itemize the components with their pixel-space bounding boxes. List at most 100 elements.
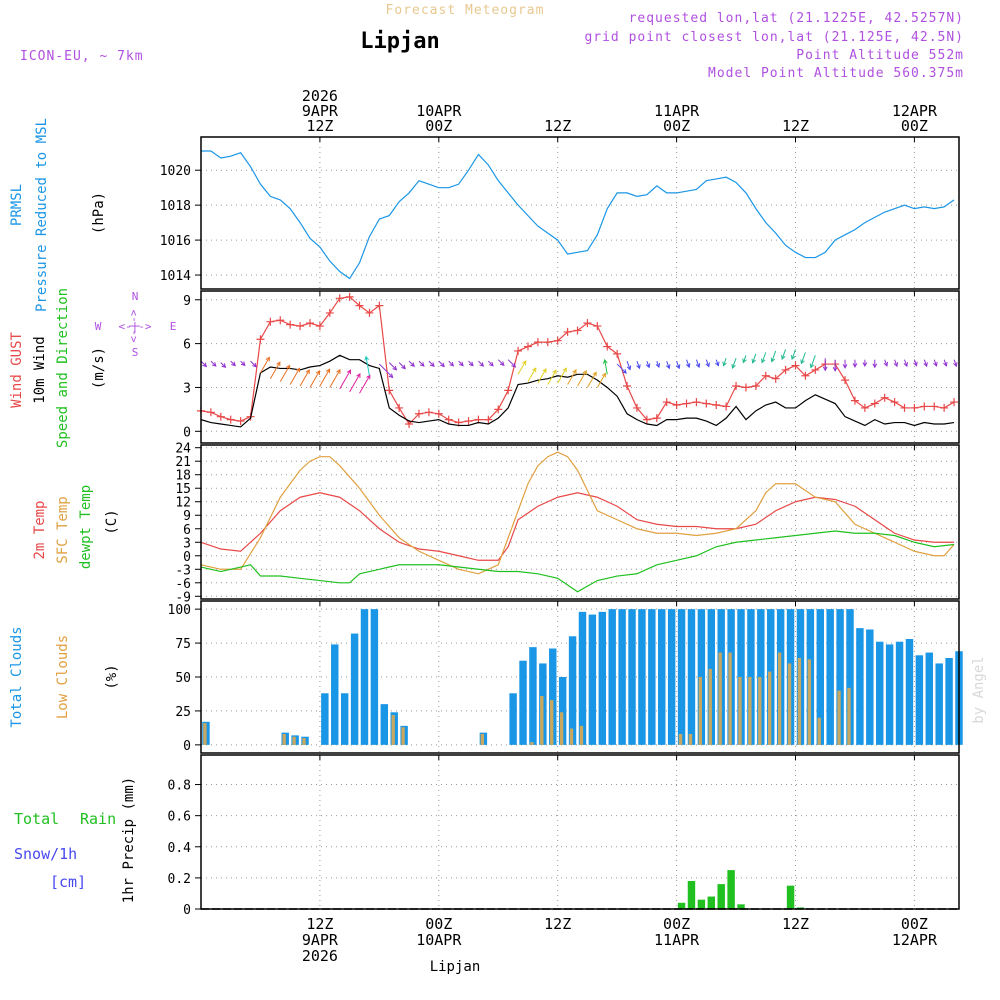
gust-marker [841,376,850,385]
series-line-wind-gust [200,296,955,425]
wind-arrow [527,367,537,382]
wind-arrow [388,362,398,371]
temp-2m-label: 2m Temp [32,500,48,559]
top-time-label: 12APR [892,102,938,120]
wind-arrow [770,350,777,363]
plot-layer: 10141016101810200369-9-6-303691215182124… [160,87,963,965]
total-cloud-bar [608,609,616,745]
wind-arrow [742,355,747,364]
gust-marker [583,319,592,328]
low-cloud-bar [748,677,752,745]
series-line-sfc-temp [200,451,955,575]
wind-arrow [616,363,627,374]
series-line-dewpt-temp [200,530,955,593]
wind-arrow [339,369,352,390]
wind-arrow [596,372,606,388]
total-cloud-bar [935,663,943,745]
top-time-label: 10APR [416,102,462,120]
gust-marker [593,322,602,331]
gust-marker [286,320,295,329]
bottom-time-label: 00Z [663,915,690,933]
wind-arrow [279,364,291,382]
total-cloud-bar [648,609,656,745]
wind-arrow [364,355,370,376]
wind-arrow [557,367,567,384]
wind-arrow [200,360,208,368]
gust-marker [355,301,364,310]
low-cloud-bar [777,652,782,745]
gust-marker [345,292,354,301]
y-tick-label: 0.2 [168,872,191,887]
cloud-labels: Total Clouds Low Clouds (%) [9,626,120,727]
top-time-label: 12Z [782,117,809,135]
panel-frame [200,444,960,600]
bottom-time-label: 12Z [782,915,809,933]
total-cloud-bar [370,609,379,745]
wind-arrow [329,368,341,388]
gust-marker [910,403,919,412]
low-cloud-bar [797,658,802,745]
temp-sfc-label: SFC Temp [55,496,71,563]
gust-marker [276,316,285,325]
compass-vertical: <-|-> [127,309,140,342]
total-cloud-bar [350,633,359,745]
y-tick-label: 1018 [160,199,191,214]
wind-arrow [240,360,246,367]
top-time-label: 2026 [302,87,338,105]
wind-arrow [903,359,908,368]
low-cloud-bar [708,668,712,745]
top-time-label: 12Z [306,117,333,135]
low-cloud-bar [559,712,564,745]
wind-arrow [438,360,445,368]
compass-east: E [170,320,177,333]
wind-arrow [487,360,494,367]
total-cloud-bar [836,609,844,745]
wind-arrow [537,368,547,384]
wind-labels: Wind GUST 10m Wind Speed and Direction (… [9,288,176,448]
gust-marker [692,398,701,407]
gust-marker [722,402,731,411]
gust-marker [444,415,453,424]
model-label: ICON-EU, ~ 7km [20,49,144,64]
y-tick-label: -9 [175,590,191,605]
wind-arrow [751,353,757,364]
gust-marker [603,342,612,351]
wind-arrow [468,360,474,367]
bottom-time-label: 12Z [544,915,571,933]
wind-arrow [517,360,527,375]
total-cloud-bar [687,609,696,745]
total-cloud-bar [331,644,339,745]
gust-marker [543,338,552,347]
low-cloud-bar [282,734,286,745]
requested-coords: requested lon,lat (21.1225E, 42.5257N) [629,11,964,26]
wind-arrow [602,358,608,375]
wind-arrow [665,360,671,370]
precip-unit: 1hr Precip (mm) [121,777,137,903]
precip-bar [796,907,805,909]
gust-marker [464,417,473,426]
wind-arrow [289,367,301,385]
wind-arrow [250,360,257,368]
total-clouds-label: Total Clouds [9,626,25,727]
y-tick-label: 6 [183,523,191,538]
snow-unit-label: [cm] [50,873,86,891]
top-time-label: 00Z [663,117,690,135]
wind-arrow [800,352,806,365]
total-cloud-bar [895,641,904,745]
prmsl-labels: PRMSL Pressure Reduced to MSL (hPa) [9,118,107,312]
compass-north: N [132,290,139,303]
gust-marker [514,346,523,355]
temp-unit: (C) [104,509,120,534]
y-tick-label: 9 [183,509,191,524]
total-cloud-bar [816,609,824,745]
wind-arrow [822,358,828,372]
gust-marker [920,402,929,411]
gust-marker [414,409,423,418]
wind-arrow [636,360,641,370]
wind-arrow [408,360,415,368]
precip-bar [687,881,696,909]
y-tick-label: 12 [175,496,191,511]
bottom-time-label: 10APR [416,931,462,949]
top-time-label: 9APR [302,102,339,120]
